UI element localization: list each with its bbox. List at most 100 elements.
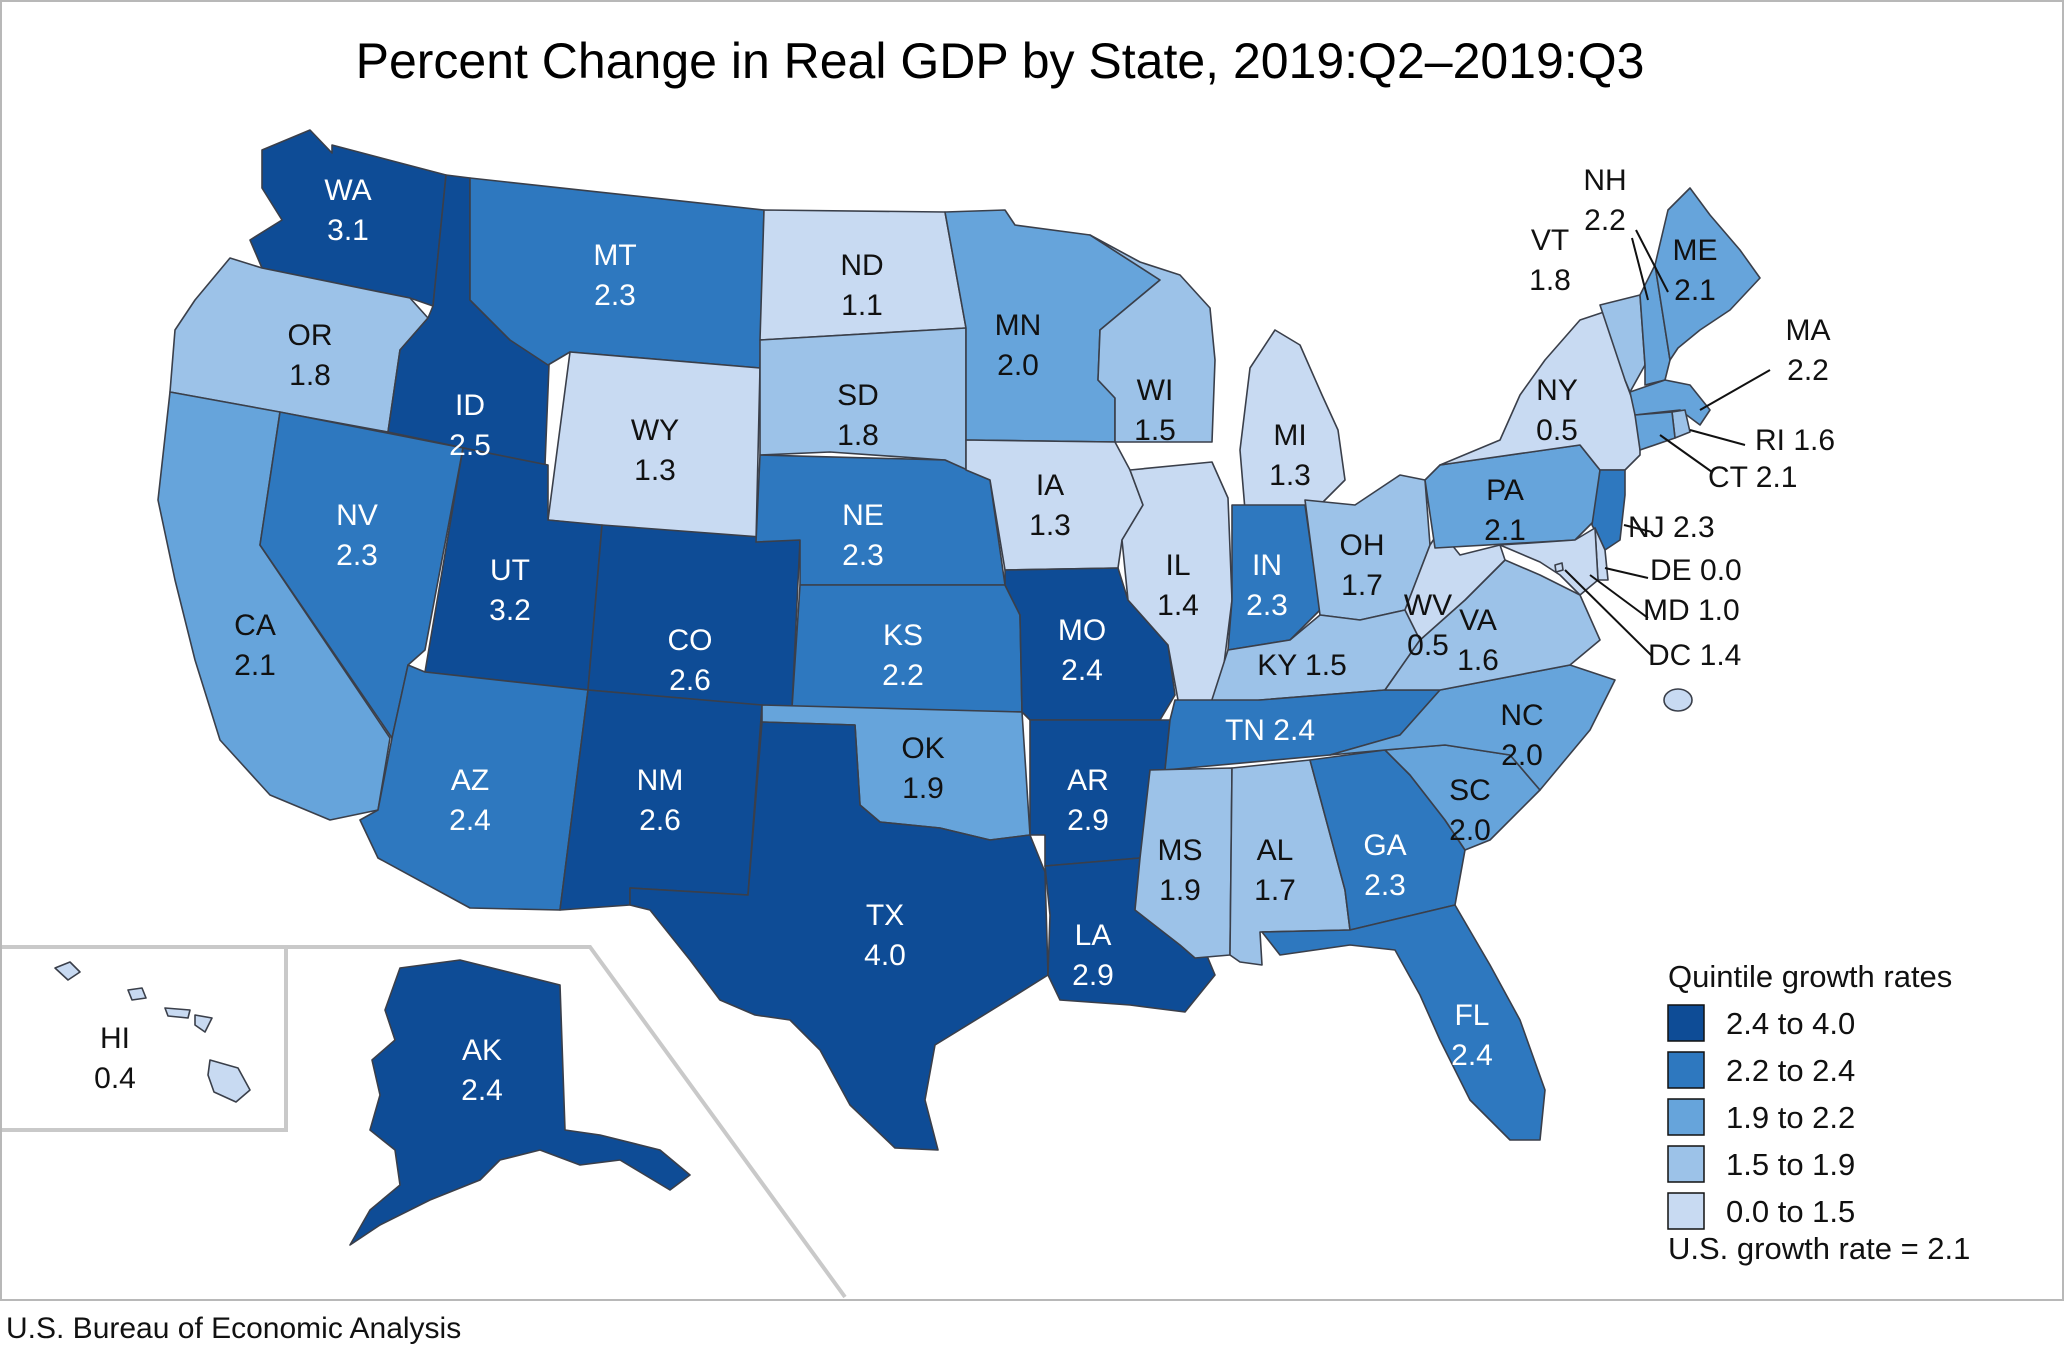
label-NH-value: 2.2 — [1584, 204, 1626, 237]
label-UT-value: 3.2 — [489, 594, 531, 627]
legend-swatch-3 — [1667, 1098, 1705, 1136]
legend-label-2: 2.2 to 2.4 — [1726, 1053, 1855, 1088]
label-KS-value: 2.2 — [882, 659, 924, 692]
state-AK[interactable] — [349, 959, 691, 1246]
state-TX[interactable] — [629, 721, 1049, 1151]
state-NM[interactable] — [559, 689, 763, 911]
label-ID-abbr: ID — [455, 389, 485, 422]
label-MA-value: 2.2 — [1787, 354, 1829, 387]
label-SD-value: 1.8 — [837, 419, 879, 452]
label-MI-abbr: MI — [1273, 419, 1306, 452]
label-AR-value: 2.9 — [1067, 804, 1109, 837]
legend-swatch-1 — [1667, 1004, 1705, 1042]
label-SD-abbr: SD — [837, 379, 879, 412]
label-MI-value: 1.3 — [1269, 459, 1311, 492]
inset-frames — [2, 945, 847, 1299]
label-WI-value: 1.5 — [1134, 414, 1176, 447]
label-FL-abbr: FL — [1454, 999, 1489, 1032]
label-GA-value: 2.3 — [1364, 869, 1406, 902]
label-HI-value: 0.4 — [94, 1062, 136, 1095]
label-LA-abbr: LA — [1075, 919, 1112, 952]
label-IA-abbr: IA — [1036, 469, 1064, 502]
label-NY-abbr: NY — [1536, 374, 1578, 407]
state-HI[interactable] — [54, 961, 251, 1103]
source-credit: U.S. Bureau of Economic Analysis — [6, 1312, 462, 1345]
label-TX-value: 4.0 — [864, 939, 906, 972]
state-VT[interactable] — [1599, 294, 1646, 393]
label-CT: CT 2.1 — [1708, 461, 1798, 494]
state-NC[interactable] — [1329, 664, 1616, 791]
label-OK-value: 1.9 — [902, 772, 944, 805]
state-MT[interactable] — [469, 177, 765, 369]
label-CA-value: 2.1 — [234, 649, 276, 682]
state-labels: WA 3.1 OR 1.8 CA 2.1 ID 2.5 NV 2.3 MT 2.3 WY 1.3 UT 3.2… — [94, 164, 1835, 1107]
label-OR-abbr: OR — [288, 319, 333, 352]
label-NJ: NJ 2.3 — [1628, 511, 1715, 544]
state-NJ[interactable] — [1591, 469, 1626, 551]
state-WY[interactable] — [547, 351, 761, 543]
legend-swatch-4 — [1667, 1145, 1705, 1183]
label-OH-abbr: OH — [1340, 529, 1385, 562]
label-AR-abbr: AR — [1067, 764, 1109, 797]
label-LA-value: 2.9 — [1072, 959, 1114, 992]
label-NY-value: 0.5 — [1536, 414, 1578, 447]
label-PA-abbr: PA — [1486, 474, 1524, 507]
legend: Quintile growth rates 2.4 to 4.0 2.2 to 2… — [1667, 959, 1970, 1266]
legend-label-1: 2.4 to 4.0 — [1726, 1006, 1855, 1041]
label-WY-abbr: WY — [631, 414, 679, 447]
label-WV-value: 0.5 — [1407, 629, 1449, 662]
state-DC[interactable] — [1554, 562, 1564, 573]
label-OR-value: 1.8 — [289, 359, 331, 392]
label-MN-value: 2.0 — [997, 349, 1039, 382]
label-NH-abbr: NH — [1583, 164, 1626, 197]
label-AK-value: 2.4 — [461, 1074, 503, 1107]
leader-lines — [1564, 229, 1771, 657]
state-ME[interactable] — [1654, 187, 1761, 361]
label-CO-value: 2.6 — [669, 664, 711, 697]
label-WV-abbr: WV — [1404, 589, 1452, 622]
legend-title: Quintile growth rates — [1668, 959, 1952, 994]
legend-label-3: 1.9 to 2.2 — [1726, 1100, 1855, 1135]
label-NM-value: 2.6 — [639, 804, 681, 837]
state-MI[interactable] — [1239, 329, 1346, 511]
label-NE-abbr: NE — [842, 499, 884, 532]
label-AZ-abbr: AZ — [451, 764, 489, 797]
state-WI[interactable] — [1089, 234, 1216, 443]
legend-swatch-2 — [1667, 1051, 1705, 1089]
label-AK-abbr: AK — [462, 1034, 502, 1067]
label-MS-abbr: MS — [1158, 834, 1203, 867]
label-IL-value: 1.4 — [1157, 589, 1199, 622]
label-MO-abbr: MO — [1058, 614, 1106, 647]
label-IN-value: 2.3 — [1246, 589, 1288, 622]
label-NV-abbr: NV — [336, 499, 378, 532]
label-NE-value: 2.3 — [842, 539, 884, 572]
label-VT-value: 1.8 — [1529, 264, 1571, 297]
label-MT-abbr: MT — [593, 239, 636, 272]
label-VT-abbr: VT — [1531, 224, 1569, 257]
label-AL-value: 1.7 — [1254, 874, 1296, 907]
label-MN-abbr: MN — [995, 309, 1042, 342]
states-layer — [54, 129, 1761, 1246]
state-CT[interactable] — [1634, 411, 1676, 451]
label-ND-value: 1.1 — [841, 289, 883, 322]
label-NC-abbr: NC — [1500, 699, 1543, 732]
label-TX-abbr: TX — [866, 899, 904, 932]
label-MO-value: 2.4 — [1061, 654, 1103, 687]
label-PA-value: 2.1 — [1484, 514, 1526, 547]
label-GA-abbr: GA — [1363, 829, 1406, 862]
label-IL-abbr: IL — [1165, 549, 1190, 582]
state-FL[interactable] — [1261, 904, 1546, 1141]
state-IA[interactable] — [965, 439, 1144, 571]
label-SC-abbr: SC — [1449, 774, 1491, 807]
label-CA-abbr: CA — [234, 609, 276, 642]
label-VA-value: 1.6 — [1457, 644, 1499, 677]
label-WY-value: 1.3 — [634, 454, 676, 487]
label-DC: DC 1.4 — [1648, 639, 1741, 672]
label-DE: DE 0.0 — [1650, 554, 1742, 587]
label-ME-abbr: ME — [1673, 234, 1718, 267]
label-MD: MD 1.0 — [1643, 594, 1740, 627]
label-MT-value: 2.3 — [594, 279, 636, 312]
map-title: Percent Change in Real GDP by State, 201… — [356, 33, 1645, 89]
label-WA-value: 3.1 — [327, 214, 369, 247]
